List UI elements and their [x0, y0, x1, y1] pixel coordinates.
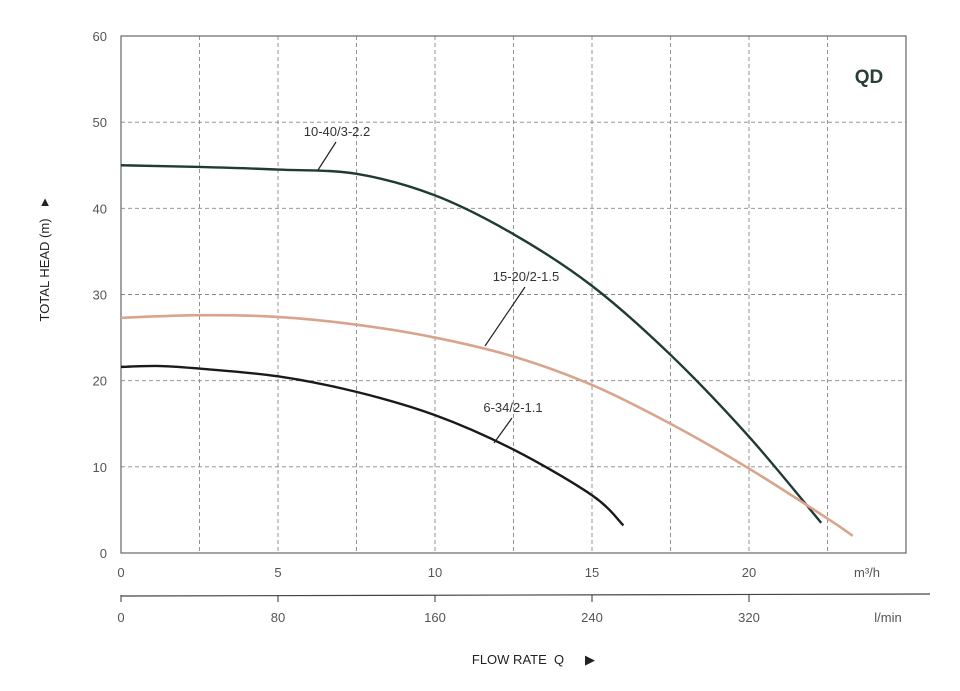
x-axis-arrow-icon: ▶	[585, 652, 595, 667]
x-tick-label-lmin: 0	[117, 610, 124, 625]
y-tick-label: 10	[93, 460, 107, 475]
y-axis-arrow-icon: ▲	[39, 194, 52, 209]
x-tick-label-m3h: 15	[585, 565, 599, 580]
curve-10-40/3-2.2	[120, 164, 823, 524]
curve-label-leader-6-34	[493, 417, 513, 444]
plot-frame	[120, 35, 907, 554]
y-tick-label: 40	[93, 201, 107, 216]
curve-label-leader-10-40	[317, 141, 337, 171]
x-axis-title: FLOW RATE Q	[472, 652, 564, 667]
x-tick-label-lmin: 80	[271, 610, 285, 625]
unit-lmin: l/min	[874, 610, 901, 625]
x-axis-ticks-m3h: 0 5 10 15 20	[117, 565, 756, 580]
unit-m3h: m³/h	[854, 565, 880, 580]
curve-label-6-34: 6-34/2-1.1	[483, 400, 542, 415]
y-tick-label: 30	[93, 288, 107, 303]
x-axis-ticks-lmin: 0 80 160 240 320	[117, 595, 760, 625]
curve-6-34/2-1.1	[120, 364, 625, 527]
y-tick-label: 20	[93, 374, 107, 389]
curve-label-leader-15-20	[484, 286, 526, 347]
model-name: QD	[855, 67, 884, 88]
y-axis-title: TOTAL HEAD (m)	[37, 218, 52, 321]
y-tick-label: 60	[93, 29, 107, 44]
y-axis-ticks: 0 10 20 30 40 50 60	[93, 29, 107, 561]
x-tick-label-lmin: 320	[738, 610, 760, 625]
x-tick-label-m3h: 0	[117, 565, 124, 580]
x-tick-label-lmin: 160	[424, 610, 446, 625]
curve-label-10-40: 10-40/3-2.2	[304, 124, 371, 139]
curve-label-15-20: 15-20/2-1.5	[493, 269, 560, 284]
grid-lines	[121, 36, 906, 553]
x-tick-label-m3h: 20	[742, 565, 756, 580]
x-tick-label-lmin: 240	[581, 610, 603, 625]
secondary-x-axis-line	[120, 593, 931, 597]
curve-15-20/2-1.5	[120, 313, 854, 537]
performance-curves	[120, 164, 854, 537]
y-tick-label: 50	[93, 115, 107, 130]
x-tick-label-m3h: 10	[428, 565, 442, 580]
x-tick-label-m3h: 5	[274, 565, 281, 580]
y-tick-label: 0	[100, 546, 107, 561]
